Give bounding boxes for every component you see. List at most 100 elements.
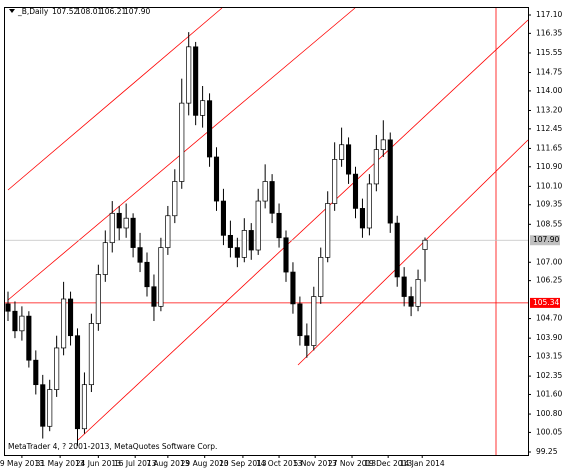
candle-body <box>213 156 220 202</box>
candle-body <box>207 100 213 158</box>
candle-body <box>325 203 331 258</box>
candle-body <box>19 315 25 332</box>
candle-body <box>12 310 18 332</box>
x-tick-label: 7 Aug 2013 <box>146 459 189 468</box>
candle-body <box>123 217 129 229</box>
candle-body <box>116 212 122 229</box>
y-tick-label: 107.00 <box>536 257 562 266</box>
x-tick-label: 20 Sep 2013 <box>219 459 267 468</box>
header-value: 107.90 <box>124 7 150 16</box>
candle-body <box>387 139 393 224</box>
price-label-box <box>530 297 560 308</box>
candle-body <box>359 208 366 229</box>
x-tick-label: 29 Aug 2013 <box>181 459 229 468</box>
y-tick-label: 106.25 <box>536 276 562 285</box>
channel-line <box>297 139 529 366</box>
channel-line <box>77 19 529 441</box>
y-tick-label: 99.25 <box>536 447 558 456</box>
price-label: 107.90 <box>533 235 559 244</box>
y-tick-label: 102.35 <box>536 371 562 380</box>
candle-body <box>88 323 94 386</box>
y-tick-label: 110.90 <box>536 162 562 171</box>
header-symbol: _B,Daily <box>17 7 49 16</box>
candle-body <box>109 212 115 244</box>
x-tick-label: 5 Nov 2013 <box>294 459 337 468</box>
header-value: 108.01 <box>76 7 102 16</box>
candle-body <box>33 359 39 386</box>
y-tick-label: 103.15 <box>536 352 562 361</box>
x-tick-label: 31 May 2013 <box>36 459 85 468</box>
candle-body <box>297 303 303 337</box>
candle-body <box>248 230 254 251</box>
candle-body <box>74 335 81 430</box>
price-label-box <box>530 235 560 246</box>
candle-body <box>40 384 46 427</box>
header-arrow <box>9 9 15 13</box>
candle-body <box>220 200 227 236</box>
candle-body <box>137 247 143 263</box>
candle-body <box>61 298 67 349</box>
candle-body <box>5 303 11 312</box>
y-tick-label: 109.35 <box>536 200 562 209</box>
candle-body <box>67 298 74 337</box>
candle-body <box>401 276 407 297</box>
y-tick-label: 100.80 <box>536 409 562 418</box>
y-tick-label: 101.60 <box>536 389 562 398</box>
candle-body <box>269 181 275 214</box>
candle-body <box>352 173 359 209</box>
candle-body <box>144 261 150 288</box>
x-tick-label: 19 Dec 2013 <box>364 459 412 468</box>
y-tick-label: 115.55 <box>536 48 562 57</box>
y-tick-label: 114.00 <box>536 86 562 95</box>
candle-body <box>200 100 206 116</box>
candle-body <box>366 183 372 229</box>
candle-body <box>276 212 282 239</box>
x-tick-label: 16 Jul 2013 <box>114 459 157 468</box>
y-tick-label: 117.10 <box>536 10 562 19</box>
y-tick-label: 111.65 <box>536 143 562 152</box>
y-tick-label: 114.75 <box>536 68 562 77</box>
candle-body <box>234 247 240 258</box>
header-value: 107.52 <box>52 7 78 16</box>
y-tick-label: 110.10 <box>536 181 562 190</box>
candle-body <box>102 242 108 275</box>
candle-body <box>262 181 268 202</box>
y-tick-label: 113.20 <box>536 105 562 114</box>
x-tick-label: 27 Nov 2013 <box>328 459 376 468</box>
candle-body <box>186 46 192 104</box>
price-label: 105.34 <box>533 298 559 307</box>
candle-body <box>130 217 136 248</box>
channel-line <box>7 7 223 191</box>
candle-body <box>290 271 296 305</box>
candle-body <box>54 347 60 390</box>
candle-body <box>415 279 421 307</box>
candle-body <box>332 159 338 204</box>
candle-body <box>380 139 386 150</box>
candle-body <box>394 222 400 278</box>
x-tick-label: 14 Jan 2014 <box>400 459 445 468</box>
candle-body <box>158 247 164 307</box>
y-tick-label: 103.90 <box>536 333 562 342</box>
candle-body <box>241 230 247 258</box>
header-value: 106.21 <box>100 7 126 16</box>
y-tick-label: 100.05 <box>536 427 562 436</box>
footer: MetaTrader 4, ? 2001-2013, MetaQuotes So… <box>8 442 217 451</box>
candle-body <box>179 102 185 182</box>
y-tick-label: 108.55 <box>536 219 562 228</box>
candle-body <box>47 389 53 427</box>
candle-body <box>255 200 261 251</box>
candle-body <box>26 315 32 361</box>
x-tick-label: 9 May 2013 <box>0 459 44 468</box>
candle-body <box>95 274 101 324</box>
candle-body <box>283 237 289 273</box>
candle-body <box>151 286 157 307</box>
candle-body <box>81 384 88 430</box>
x-tick-label: 24 Jun 2013 <box>76 459 121 468</box>
candle-body <box>304 335 310 346</box>
plot-frame <box>4 7 529 456</box>
candle-body <box>172 181 178 217</box>
y-tick-label: 104.70 <box>536 314 562 323</box>
candle-body <box>408 296 414 307</box>
